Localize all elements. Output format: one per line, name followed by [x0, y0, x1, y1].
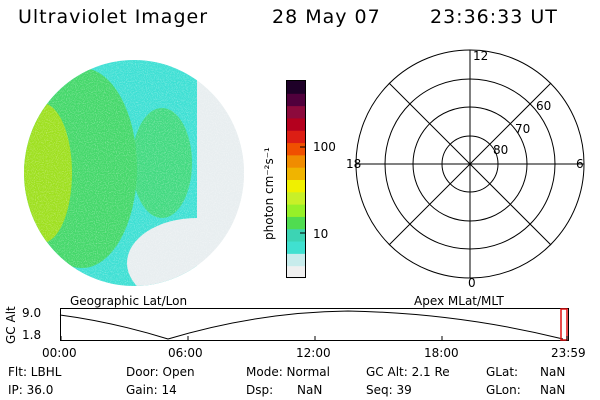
colorbar-band: [287, 228, 305, 242]
time-label: 23:36:33 UT: [430, 6, 558, 28]
colorbar-band: [287, 93, 305, 107]
uv-image-disc: [24, 60, 244, 286]
timeline-xtick-0600: 06:00: [168, 346, 203, 360]
timeline-xtick-1800: 18:00: [424, 346, 459, 360]
lat-label-70: 70: [515, 122, 530, 136]
colorbar-band: [287, 204, 305, 217]
colorbar-band: [287, 265, 305, 279]
colorbar-band: [287, 191, 305, 205]
info-filter: Flt: LBHL: [8, 365, 62, 379]
timeline-axis-title: GC Alt: [4, 306, 18, 344]
timeline-ytick-high: 9.0: [22, 306, 42, 320]
timeline-plot: [59, 308, 569, 341]
colorbar-tick-100: 100: [313, 140, 336, 154]
timeline-ytick-low: 1.8: [22, 328, 42, 342]
lat-label-80: 80: [493, 143, 508, 157]
colorbar-unit-label: photon cm⁻²s⁻¹: [262, 147, 276, 240]
info-glon-label: GLon:: [486, 383, 521, 397]
timeline-xtick-2359: 23:59: [551, 346, 586, 360]
info-seq: Seq: 39: [366, 383, 412, 397]
colorbar-band: [287, 130, 305, 144]
timeline-right-label: Apex MLat/MLT: [414, 294, 504, 308]
mlt-label-18: 18: [346, 157, 361, 171]
colorbar-band: [287, 105, 305, 119]
info-glat-value: NaN: [540, 365, 566, 379]
info-mode: Mode: Normal: [246, 365, 330, 379]
mlt-label-12: 12: [473, 49, 488, 63]
colorbar-band: [287, 241, 305, 254]
colorbar-band: [287, 81, 305, 94]
date-label: 28 May 07: [272, 6, 381, 28]
info-glat-label: GLat:: [486, 365, 519, 379]
colorbar-band: [287, 154, 305, 168]
colorbar-band: [287, 117, 305, 131]
mlt-label-0: 0: [468, 276, 476, 288]
current-time-marker: [560, 308, 568, 341]
timeline-left-label: Geographic Lat/Lon: [70, 294, 188, 308]
timeline-xtick-1200: 12:00: [296, 346, 331, 360]
info-ip: IP: 36.0: [8, 383, 54, 397]
info-gc-alt: GC Alt: 2.1 Re: [366, 365, 450, 379]
polar-grid: 12 0 18 6 60 70 80: [346, 49, 585, 288]
colorbar-band: [287, 167, 305, 180]
lat-label-60: 60: [536, 99, 551, 113]
instrument-title: Ultraviolet Imager: [18, 6, 209, 28]
info-dsp-value: NaN: [297, 383, 323, 397]
colorbar-tick-10: 10: [313, 227, 329, 241]
colorbar-band: [287, 179, 305, 193]
colorbar: [286, 80, 306, 279]
info-dsp-label: Dsp:: [246, 383, 274, 397]
mlt-label-6: 6: [576, 157, 584, 171]
info-door: Door: Open: [126, 365, 195, 379]
colorbar-band: [287, 142, 305, 156]
timeline-xtick-0000: 00:00: [42, 346, 77, 360]
disc-noise: [24, 60, 244, 286]
info-gain: Gain: 14: [126, 383, 177, 397]
colorbar-band: [287, 253, 305, 267]
colorbar-band: [287, 216, 305, 230]
info-glon-value: NaN: [540, 383, 566, 397]
altitude-trace: [59, 310, 564, 340]
